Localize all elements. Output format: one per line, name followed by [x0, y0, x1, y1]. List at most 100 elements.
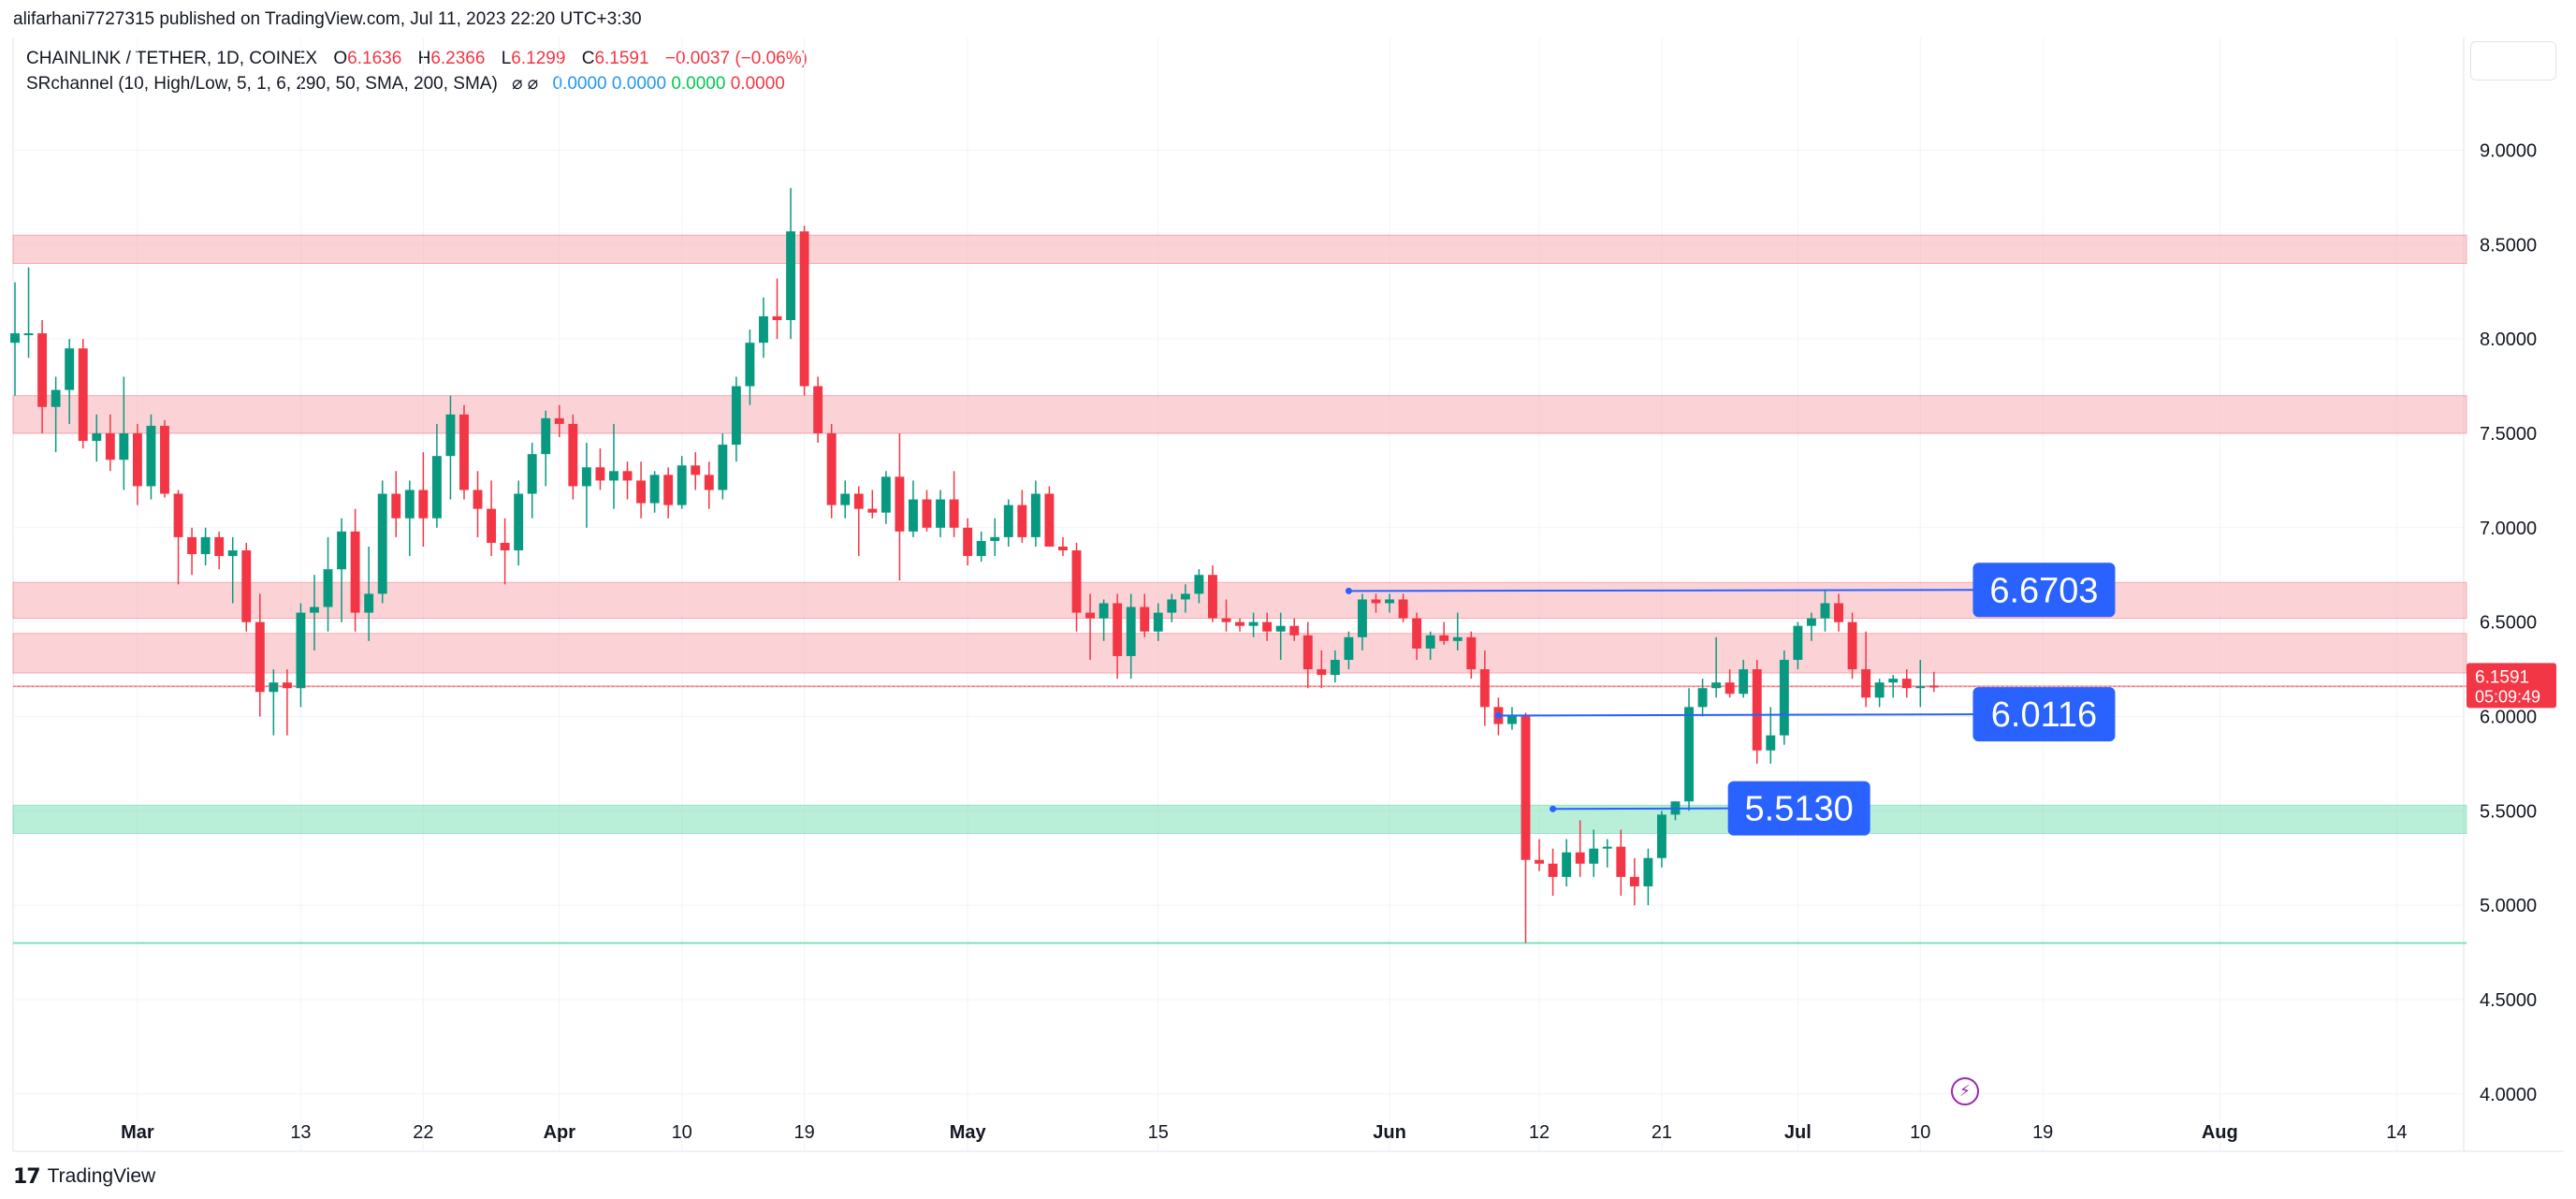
candle-body	[1847, 621, 1857, 670]
symbol-name: CHAINLINK / TETHER, 1D, COINEX	[26, 49, 318, 68]
candle-body	[1071, 550, 1082, 613]
candle-body	[10, 333, 20, 344]
time-tick-label: Jul	[1784, 1122, 1812, 1143]
candle-body	[1820, 603, 1830, 619]
candle-body	[78, 348, 88, 442]
candle-body	[1874, 682, 1885, 698]
candle-body	[1521, 716, 1531, 860]
candle-body	[1167, 599, 1177, 613]
candle-body	[500, 542, 510, 551]
candle-body	[1208, 575, 1217, 619]
candle-body	[514, 493, 524, 551]
price-tick-label: 9.0000	[2480, 140, 2537, 161]
candle-body	[1562, 852, 1572, 877]
axes: 9.0000 8.5000 8.0000 7.5000 7.0000 6.5000 6.00…	[13, 140, 2556, 1143]
tradingview-logo[interactable]: 𝟭𝟳 TradingView	[13, 1164, 155, 1189]
candle-body	[1806, 618, 1816, 626]
open-value: 6.1636	[347, 49, 402, 68]
candle-body	[1262, 621, 1273, 632]
candle-body	[1779, 659, 1789, 736]
candle-body	[541, 417, 551, 455]
candle-body	[1330, 659, 1340, 676]
candle-body	[963, 527, 973, 557]
open-label: O	[333, 49, 348, 68]
resistance-zone	[12, 234, 2467, 264]
chart-toolbar-button[interactable]	[2470, 41, 2556, 80]
candle-body	[1398, 599, 1408, 619]
price-tick-label: 4.5000	[2480, 990, 2537, 1011]
candle-body	[813, 386, 823, 433]
candle-body	[187, 536, 197, 555]
candle-body	[1221, 618, 1231, 622]
trend-line	[1552, 807, 1730, 811]
candle-body	[1643, 857, 1653, 886]
time-tick-label: 19	[2032, 1122, 2053, 1143]
price-tick-label: 8.5000	[2480, 235, 2537, 256]
trend-line	[1348, 589, 1975, 592]
countdown-timer: 05:09:49	[2475, 687, 2540, 706]
candle-body	[241, 550, 252, 622]
candle-body	[282, 682, 292, 689]
close-label: C	[581, 49, 595, 68]
candle-body	[1479, 669, 1490, 708]
indicator-value-1: 0.0000	[552, 74, 607, 94]
candle-body	[146, 425, 156, 487]
candle-body	[132, 432, 142, 487]
resistance-zone	[12, 633, 2467, 674]
candle-body	[1317, 669, 1327, 676]
candle-body	[1113, 603, 1123, 656]
tradingview-logo-icon: 𝟭𝟳	[13, 1164, 41, 1188]
trend-line-label-bg	[1727, 781, 1870, 836]
trend-lines[interactable]: 6.6703 6.0116 5.5130	[1345, 563, 2116, 836]
candle-body	[487, 508, 497, 543]
candle-body	[173, 493, 183, 537]
candle-body	[1099, 603, 1109, 619]
candle-body	[718, 445, 728, 490]
publish-info: alifarhani7727315 published on TradingVi…	[13, 9, 642, 29]
price-tick-label: 6.5000	[2480, 613, 2537, 634]
candle-body	[404, 490, 415, 519]
candle-body	[37, 333, 48, 407]
candle-body	[255, 621, 265, 693]
candle-body	[1003, 504, 1013, 537]
candle-body	[691, 465, 701, 475]
time-tick-label: Jun	[1373, 1122, 1406, 1143]
candle-body	[1344, 636, 1354, 660]
time-tick-label: Apr	[544, 1122, 576, 1143]
symbol-legend: CHAINLINK / TETHER, 1D, COINEX O6.1636 H…	[26, 49, 808, 69]
candle-body	[1358, 599, 1367, 637]
high-value: 6.2366	[430, 49, 486, 68]
candle-body	[1766, 735, 1776, 751]
lightning-icon[interactable]: ⚡	[1951, 1077, 1979, 1105]
candle-body	[364, 593, 374, 613]
trend-line-anchor	[1494, 711, 1502, 719]
candle-body	[1371, 599, 1381, 604]
candle-body	[92, 432, 102, 442]
candle-body	[1602, 846, 1612, 849]
time-tick-label: 12	[1529, 1122, 1550, 1143]
candle-body	[554, 417, 564, 424]
candle-body	[391, 493, 401, 519]
trend-line-label-bg	[1972, 687, 2116, 742]
candle-body	[473, 490, 483, 509]
candle-body	[1439, 635, 1449, 641]
candle-body	[1085, 612, 1095, 619]
candle-body	[431, 456, 442, 519]
candle-body	[1385, 599, 1394, 604]
candle-body	[527, 454, 537, 494]
candle-body	[227, 550, 238, 557]
time-tick-label: Mar	[121, 1122, 154, 1143]
candle-body	[1452, 636, 1463, 641]
candle-body	[1725, 682, 1735, 695]
candle-body	[799, 231, 809, 387]
candle-body	[51, 389, 61, 407]
candle-body	[1535, 859, 1544, 864]
candle-body	[759, 315, 768, 344]
indicator-visibility-icons[interactable]: ⌀ ⌀	[512, 74, 539, 94]
indicator-legend[interactable]: SRchannel (10, High/Low, 5, 1, 6, 290, 5…	[26, 73, 785, 95]
candle-body	[867, 508, 878, 513]
candle-body	[622, 471, 633, 481]
candle-body	[377, 493, 387, 594]
candle-body	[853, 493, 864, 509]
